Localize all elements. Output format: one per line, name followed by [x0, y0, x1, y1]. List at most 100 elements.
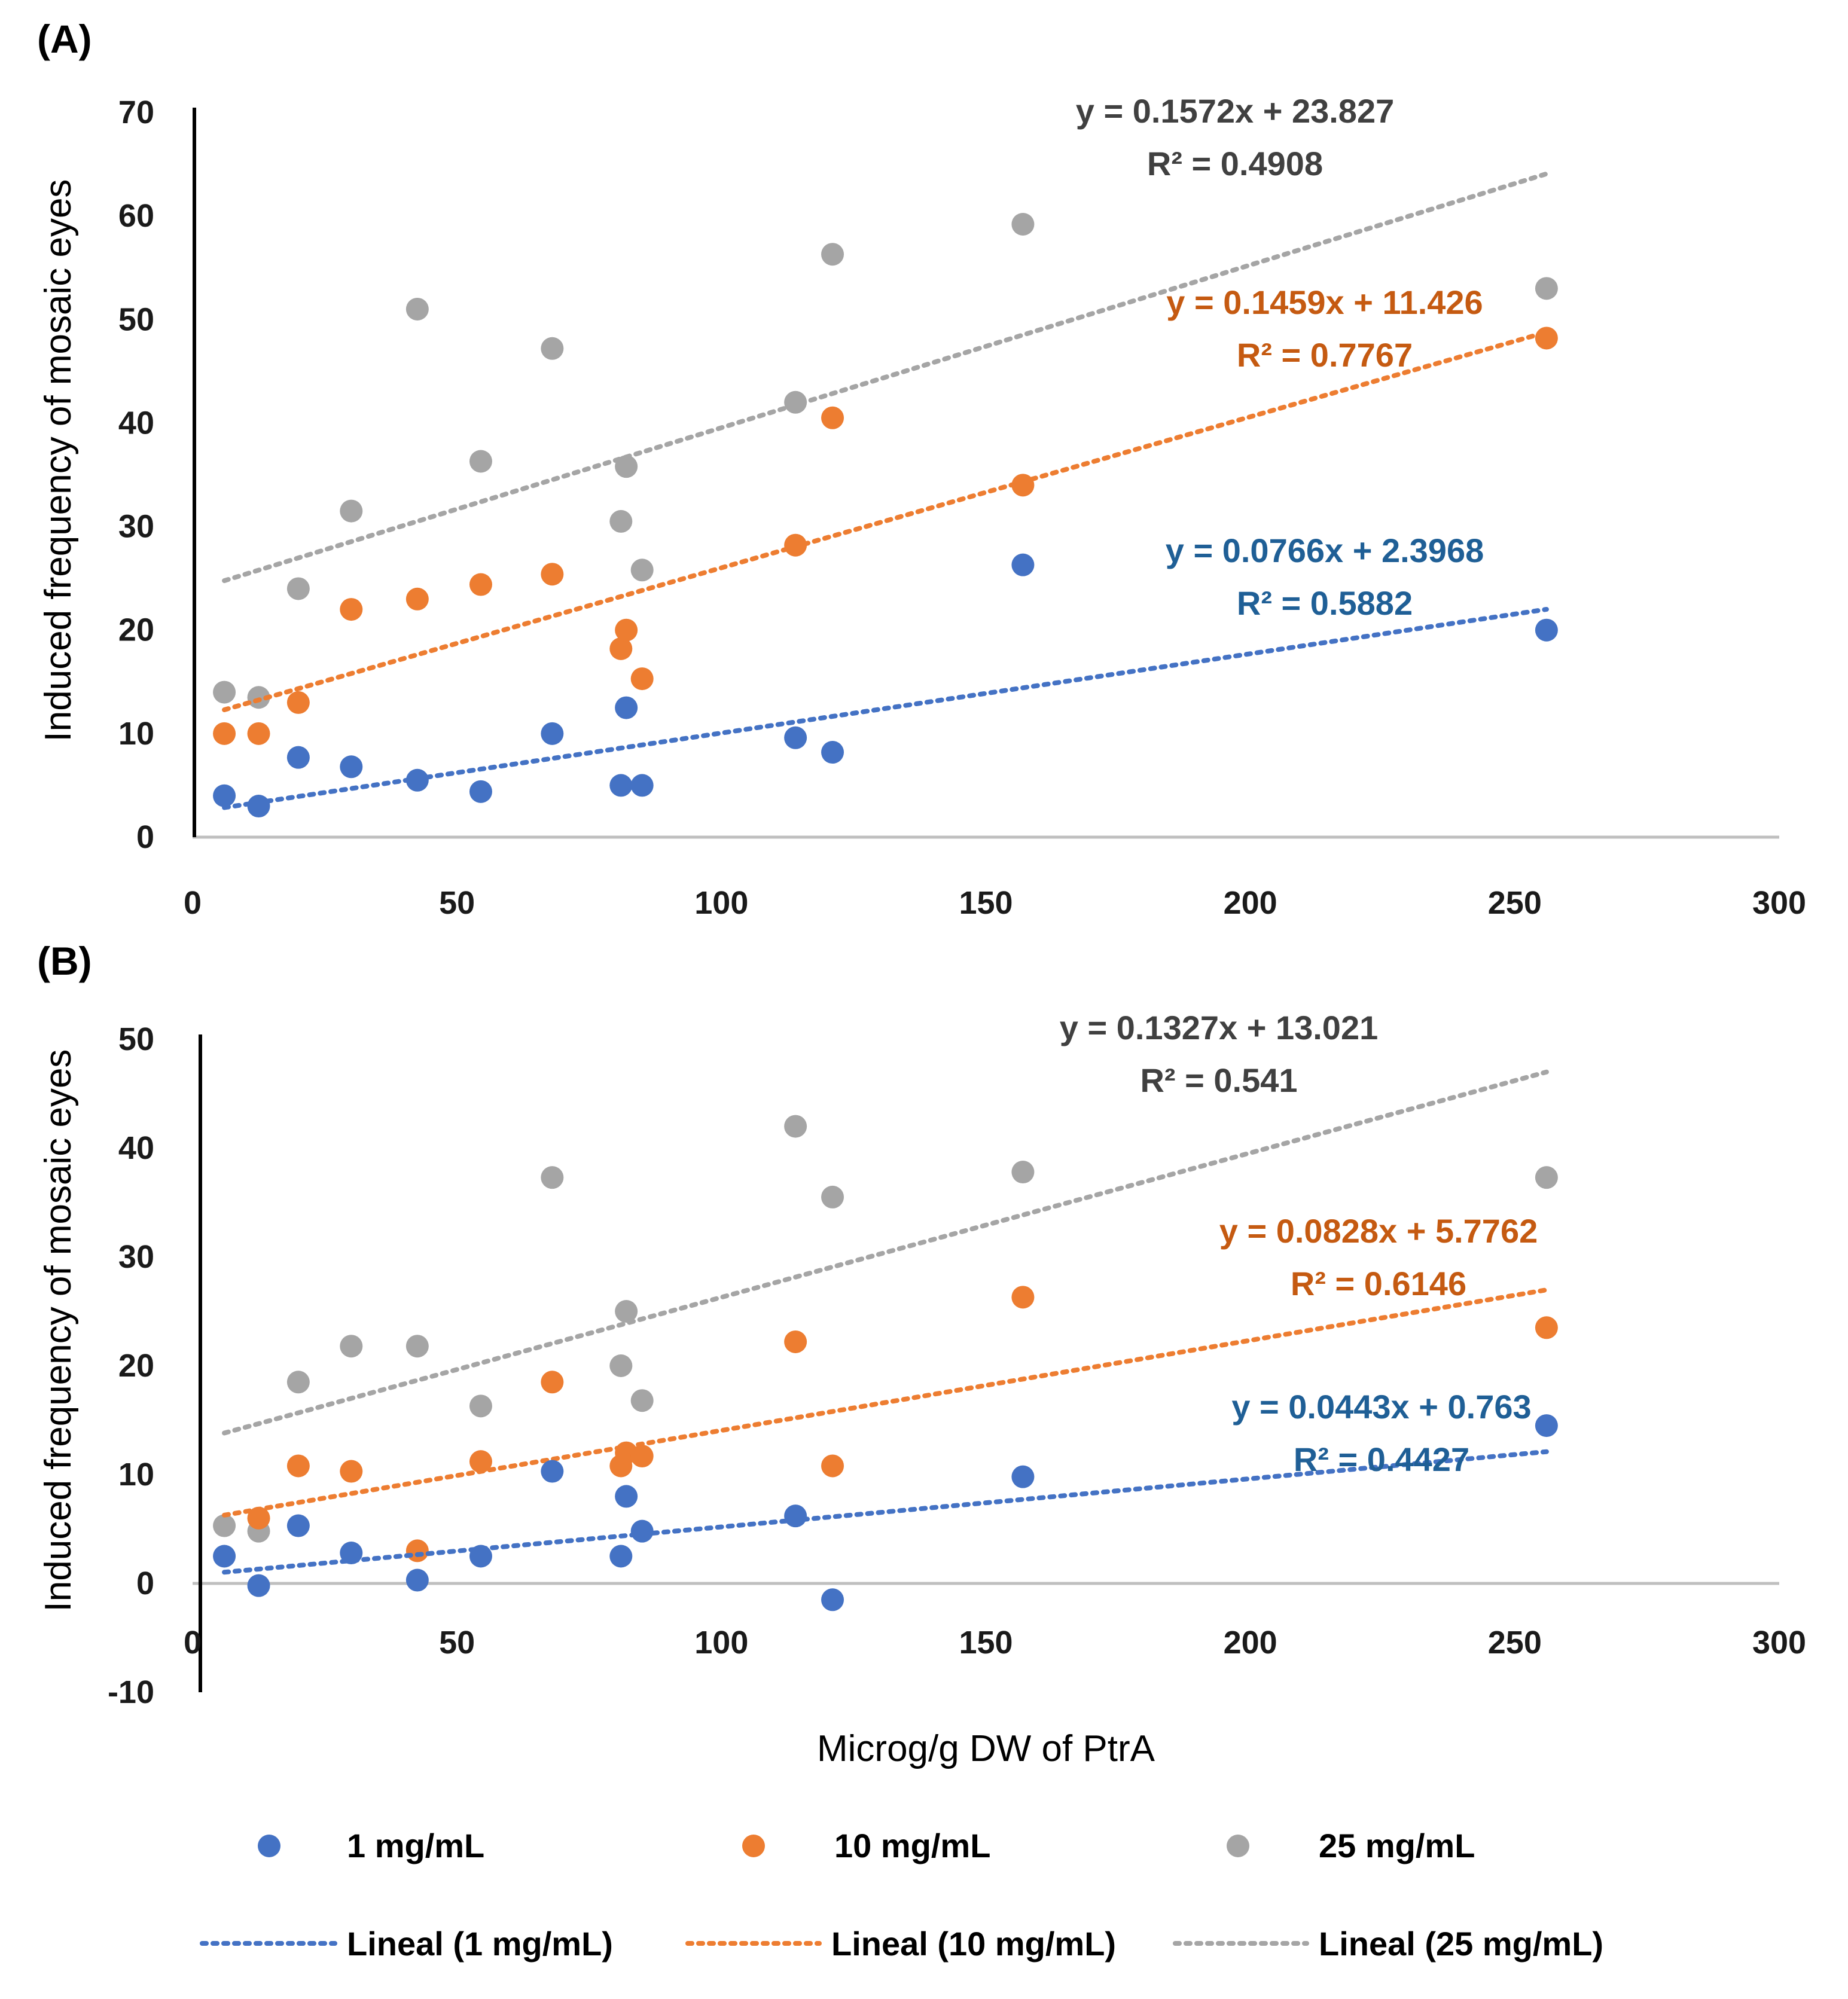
chart1-point-10-mg-ml [630, 667, 654, 691]
chart1-x-tick-label: 250 [1488, 885, 1542, 921]
chart2-point-10-mg-ml [541, 1371, 564, 1394]
chart1-point-1-mg-ml [340, 755, 363, 779]
chart1-r2-1-mg-ml: R² = 0.5882 [1237, 584, 1413, 622]
chart1-panel-label: (A) [37, 17, 92, 61]
chart1-point-25-mg-ml [541, 337, 564, 360]
chart1-x-tick-label: 300 [1752, 885, 1806, 921]
chart2-point-10-mg-ml [1011, 1286, 1035, 1309]
legend-line-label-3: Lineal (25 mg/mL) [1319, 1925, 1603, 1963]
chart1-point-1-mg-ml [1535, 618, 1558, 642]
chart2-x-tick-label: 0 [184, 1625, 202, 1661]
chart1-point-10-mg-ml [405, 587, 429, 611]
chart2-point-1-mg-ml [1011, 1465, 1035, 1488]
chart1-point-10-mg-ml [784, 533, 807, 557]
chart2-point-1-mg-ml [615, 1485, 638, 1508]
chart2-point-25-mg-ml [609, 1354, 633, 1377]
chart1-point-25-mg-ml [630, 559, 654, 582]
chart1-point-10-mg-ml [541, 563, 564, 586]
chart2-point-25-mg-ml [630, 1389, 654, 1412]
chart2-point-10-mg-ml [1535, 1316, 1558, 1339]
chart1-point-1-mg-ml [247, 795, 270, 818]
chart2-point-25-mg-ml [784, 1115, 807, 1138]
chart2-point-10-mg-ml [821, 1454, 844, 1478]
chart1-r2-25-mg-ml: R² = 0.4908 [1147, 145, 1323, 182]
chart1-point-25-mg-ml [340, 499, 363, 523]
chart1-point-25-mg-ml [1535, 277, 1558, 300]
chart1-point-10-mg-ml [609, 637, 633, 660]
chart2-point-25-mg-ml [340, 1335, 363, 1358]
chart2-x-tick-label: 150 [959, 1625, 1013, 1661]
legend-line-label-1: Lineal (1 mg/mL) [347, 1925, 613, 1963]
chart2-point-25-mg-ml [1011, 1161, 1035, 1184]
chart2-point-25-mg-ml [405, 1335, 429, 1358]
chart1-point-10-mg-ml [821, 406, 844, 429]
chart1-point-25-mg-ml [609, 509, 633, 533]
chart2-point-1-mg-ml [286, 1514, 310, 1537]
chart2-point-25-mg-ml [615, 1300, 638, 1323]
chart2-point-1-mg-ml [609, 1545, 633, 1568]
chart1-y-tick-label: 0 [136, 819, 154, 855]
chart1-equation-10-mg-ml: y = 0.1459x + 11.426 [1166, 283, 1483, 321]
chart1-point-10-mg-ml [1535, 326, 1558, 350]
chart2-equation-25-mg-ml: y = 0.1327x + 13.021 [1060, 1009, 1379, 1046]
chart2-point-1-mg-ml [1535, 1414, 1558, 1438]
chart1-point-1-mg-ml [609, 774, 633, 797]
chart1-point-1-mg-ml [1011, 553, 1035, 576]
chart2-point-10-mg-ml [469, 1450, 492, 1473]
chart1-x-tick-label: 50 [439, 885, 475, 921]
chart2-trendline-25-mg-ml [222, 1069, 1549, 1436]
chart2-r2-25-mg-ml: R² = 0.541 [1140, 1061, 1297, 1099]
chart2-x-tick-label: 250 [1488, 1625, 1542, 1661]
chart1-r2-10-mg-ml: R² = 0.7767 [1237, 336, 1413, 374]
chart1-y-tick-label: 60 [118, 198, 154, 234]
chart1-y-tick-label: 40 [118, 405, 154, 441]
chart2-trendline-10-mg-ml [222, 1287, 1549, 1518]
chart1-point-1-mg-ml [541, 722, 564, 745]
chart2-point-1-mg-ml [247, 1574, 270, 1597]
chart2-point-25-mg-ml [286, 1371, 310, 1394]
chart1-point-1-mg-ml [405, 768, 429, 792]
chart1-point-1-mg-ml [213, 784, 236, 807]
chart2-y-tick-label: 30 [118, 1239, 154, 1275]
legend-line-label-2: Lineal (10 mg/mL) [831, 1925, 1116, 1963]
chart1-point-25-mg-ml [821, 243, 844, 266]
chart1-point-25-mg-ml [247, 686, 270, 709]
chart1-y-tick-label: 50 [118, 301, 154, 337]
chart2-y-tick-label: 0 [136, 1565, 154, 1601]
chart2-equation-10-mg-ml: y = 0.0828x + 5.7762 [1219, 1212, 1538, 1250]
chart1-trendline-25-mg-ml [222, 171, 1549, 584]
chart1-point-25-mg-ml [784, 390, 807, 414]
chart2-point-1-mg-ml [405, 1568, 429, 1592]
chart2-point-25-mg-ml [213, 1514, 236, 1537]
chart1-x-tick-label: 0 [184, 885, 202, 921]
legend-marker-label-2: 10 mg/mL [834, 1827, 990, 1864]
chart2-point-10-mg-ml [340, 1460, 363, 1483]
chart1-point-10-mg-ml [247, 722, 270, 745]
chart1-x-tick-label: 100 [694, 885, 748, 921]
chart1-point-1-mg-ml [630, 774, 654, 797]
chart1-point-25-mg-ml [1011, 212, 1035, 236]
chart2-y-tick-label: -10 [108, 1674, 154, 1710]
chart2-point-1-mg-ml [213, 1545, 236, 1568]
chart1-y-axis-title: Induced frequency of mosaic eyes [38, 179, 79, 742]
chart1-point-25-mg-ml [213, 680, 236, 704]
chart2-point-10-mg-ml [247, 1506, 270, 1530]
chart1-x-tick-label: 150 [959, 885, 1013, 921]
chart1-y-tick-label: 30 [118, 509, 154, 545]
chart1-point-1-mg-ml [784, 726, 807, 749]
chart2-point-1-mg-ml [541, 1460, 564, 1483]
chart2-y-tick-label: 50 [118, 1021, 154, 1057]
chart2-y-tick-label: 10 [118, 1457, 154, 1493]
chart2-r2-1-mg-ml: R² = 0.4427 [1294, 1440, 1469, 1478]
chart2-trendline-1-mg-ml [222, 1449, 1549, 1575]
chart1-x-tick-label: 200 [1224, 885, 1277, 921]
chart1-point-10-mg-ml [1011, 474, 1035, 497]
chart2-y-tick-label: 20 [118, 1348, 154, 1384]
chart1-equation-1-mg-ml: y = 0.0766x + 2.3968 [1166, 532, 1484, 569]
chart2-point-25-mg-ml [821, 1185, 844, 1208]
chart2-point-10-mg-ml [630, 1445, 654, 1468]
chart1-point-25-mg-ml [286, 577, 310, 600]
chart2-x-tick-label: 300 [1752, 1625, 1806, 1661]
chart1-trendline-10-mg-ml [222, 329, 1549, 713]
